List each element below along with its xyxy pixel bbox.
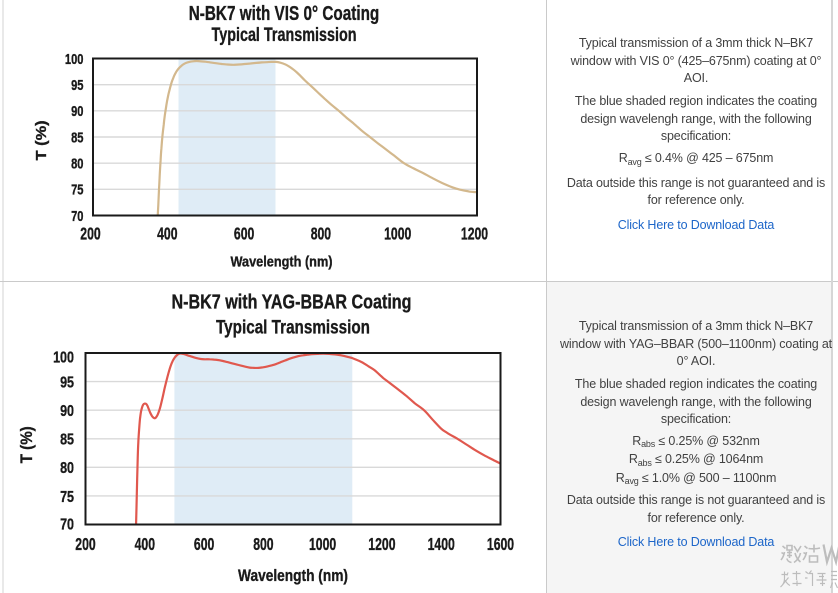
svg-text:T (%): T (%) — [33, 120, 50, 160]
svg-text:80: 80 — [71, 156, 83, 173]
svg-text:1200: 1200 — [461, 223, 488, 243]
svg-text:200: 200 — [75, 534, 96, 554]
svg-text:100: 100 — [53, 349, 74, 366]
svg-text:1000: 1000 — [309, 534, 336, 554]
svg-text:75: 75 — [71, 182, 83, 199]
svg-text:1200: 1200 — [368, 534, 395, 554]
svg-text:70: 70 — [71, 208, 83, 225]
svg-text:800: 800 — [311, 223, 332, 243]
svg-text:85: 85 — [71, 129, 83, 146]
svg-text:200: 200 — [80, 223, 101, 243]
svg-text:1400: 1400 — [428, 534, 455, 554]
svg-text:80: 80 — [60, 460, 74, 477]
svg-text:90: 90 — [71, 103, 83, 120]
svg-text:600: 600 — [194, 534, 215, 554]
svg-text:Typical Transmission: Typical Transmission — [216, 317, 370, 339]
svg-text:N-BK7 with YAG-BBAR Coating: N-BK7 with YAG-BBAR Coating — [172, 292, 412, 314]
svg-text:Wavelength (nm): Wavelength (nm) — [231, 254, 333, 271]
svg-text:400: 400 — [157, 223, 178, 243]
svg-text:Typical Transmission: Typical Transmission — [212, 25, 357, 46]
svg-text:800: 800 — [253, 534, 274, 554]
svg-text:70: 70 — [60, 517, 74, 534]
svg-text:85: 85 — [60, 432, 74, 449]
svg-text:95: 95 — [71, 77, 83, 94]
svg-text:1000: 1000 — [384, 223, 411, 243]
svg-text:95: 95 — [60, 375, 74, 392]
svg-text:75: 75 — [60, 489, 74, 506]
svg-text:90: 90 — [60, 403, 74, 420]
svg-text:100: 100 — [65, 51, 84, 68]
svg-text:Wavelength (nm): Wavelength (nm) — [238, 566, 348, 585]
svg-text:600: 600 — [234, 223, 255, 243]
svg-text:400: 400 — [135, 534, 156, 554]
svg-text:1600: 1600 — [487, 534, 514, 554]
svg-text:T (%): T (%) — [18, 426, 36, 463]
svg-text:N-BK7 with VIS 0° Coating: N-BK7 with VIS 0° Coating — [189, 3, 380, 25]
